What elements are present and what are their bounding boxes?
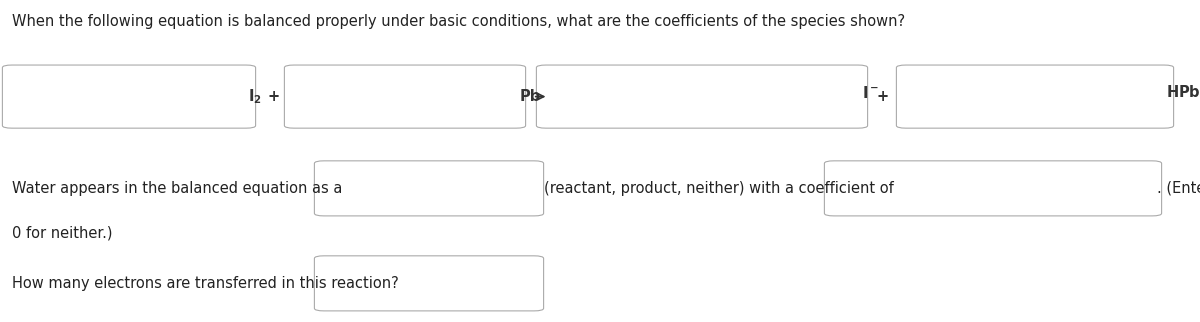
FancyBboxPatch shape — [314, 161, 544, 216]
Text: +: + — [268, 89, 280, 104]
FancyBboxPatch shape — [824, 161, 1162, 216]
Text: $\mathregular{HPbO_2^-}$: $\mathregular{HPbO_2^-}$ — [1166, 83, 1200, 104]
Text: Pb: Pb — [520, 89, 541, 104]
FancyBboxPatch shape — [536, 65, 868, 128]
Text: 0 for neither.): 0 for neither.) — [12, 226, 113, 241]
FancyBboxPatch shape — [2, 65, 256, 128]
Text: How many electrons are transferred in this reaction?: How many electrons are transferred in th… — [12, 276, 398, 291]
Text: . (Enter: . (Enter — [1157, 181, 1200, 196]
Text: $\mathregular{I^-}$: $\mathregular{I^-}$ — [862, 85, 878, 101]
FancyBboxPatch shape — [896, 65, 1174, 128]
Text: (reactant, product, neither) with a coefficient of: (reactant, product, neither) with a coef… — [544, 181, 893, 196]
FancyBboxPatch shape — [284, 65, 526, 128]
Text: When the following equation is balanced properly under basic conditions, what ar: When the following equation is balanced … — [12, 14, 905, 30]
Text: $\mathregular{I_2}$: $\mathregular{I_2}$ — [248, 87, 262, 106]
Text: Water appears in the balanced equation as a: Water appears in the balanced equation a… — [12, 181, 342, 196]
Text: +: + — [876, 89, 888, 104]
FancyBboxPatch shape — [314, 256, 544, 311]
